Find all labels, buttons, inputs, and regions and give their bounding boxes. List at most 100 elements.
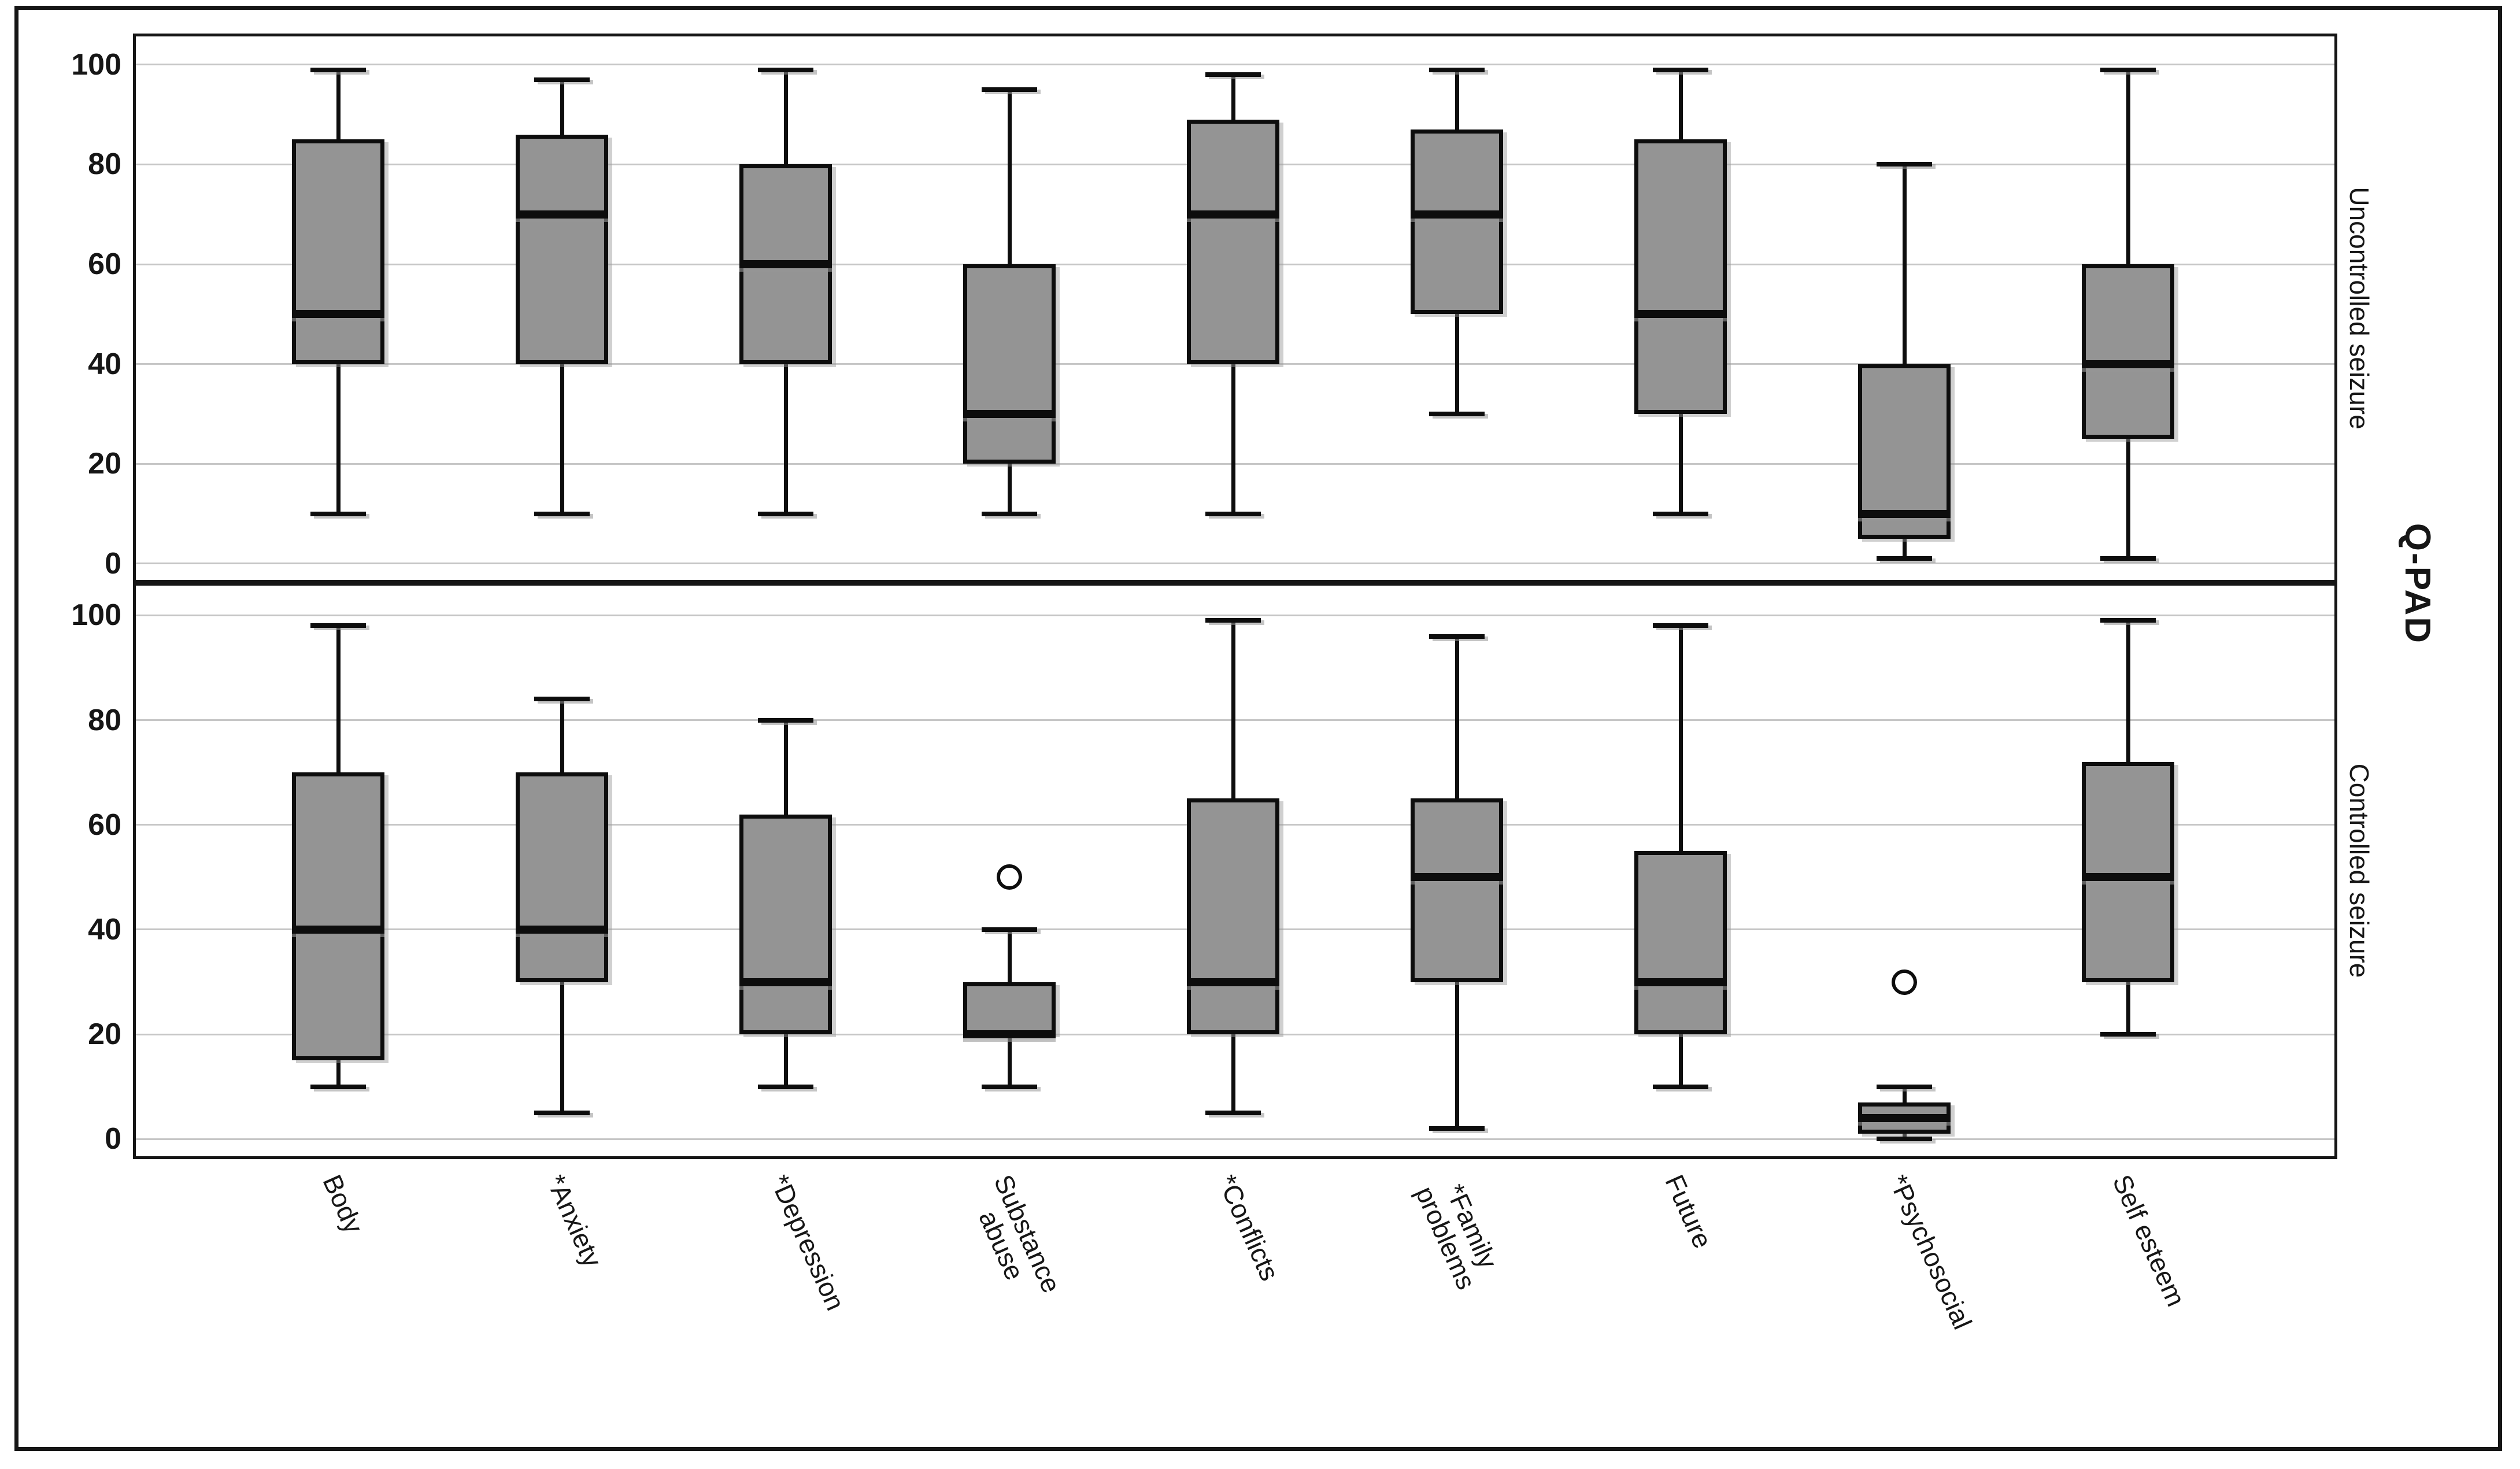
median-line	[963, 409, 1056, 418]
whisker-line	[1902, 164, 1907, 559]
figure-border	[14, 6, 2502, 1451]
median-line	[292, 310, 384, 319]
median-line	[2082, 360, 2174, 368]
whisker-cap	[310, 1084, 366, 1089]
whisker-cap	[982, 1084, 1037, 1089]
whisker-cap	[1429, 67, 1485, 72]
box-iqr	[516, 772, 608, 982]
whisker-cap	[1877, 1137, 1932, 1142]
median-line	[1187, 210, 1279, 219]
median-line	[1411, 210, 1503, 219]
y-axis-tick-label: 20	[88, 447, 121, 481]
whisker-cap	[1429, 634, 1485, 639]
y-axis-tick-label: 0	[105, 1122, 121, 1156]
median-line	[1187, 978, 1279, 986]
gridline	[136, 1138, 2334, 1140]
y-axis-tick-label: 100	[71, 598, 121, 632]
whisker-cap	[758, 67, 813, 72]
panel-label-uncontrolled-seizure: Uncontrolled seizure	[2344, 187, 2374, 430]
whisker-cap	[758, 717, 813, 723]
whisker-cap	[2100, 67, 2156, 72]
whisker-cap	[2100, 556, 2156, 561]
median-line	[1634, 978, 1727, 986]
whisker-cap	[2100, 618, 2156, 623]
median-line	[1858, 1114, 1951, 1123]
whisker-cap	[310, 623, 366, 628]
box-iqr	[1858, 364, 1951, 539]
box-iqr	[1411, 129, 1503, 314]
gridline	[136, 563, 2334, 565]
median-line	[1634, 310, 1727, 319]
whisker-cap	[758, 1084, 813, 1089]
box-iqr	[516, 134, 608, 364]
median-line	[2082, 873, 2174, 882]
whisker-cap	[1205, 1111, 1261, 1116]
whisker-cap	[982, 511, 1037, 516]
whisker-cap	[534, 511, 590, 516]
y-axis-tick-label: 60	[88, 808, 121, 842]
whisker-cap	[310, 67, 366, 72]
median-line	[739, 978, 832, 986]
y-axis-tick-label: 80	[88, 147, 121, 182]
median-line	[516, 210, 608, 219]
whisker-cap	[758, 511, 813, 516]
whisker-cap	[1429, 1126, 1485, 1131]
box-iqr	[1187, 798, 1279, 1035]
y-axis-tick-label: 0	[105, 546, 121, 580]
whisker-cap	[1205, 511, 1261, 516]
box-iqr	[1187, 119, 1279, 364]
gridline	[136, 1033, 2334, 1035]
whisker-cap	[1653, 623, 1708, 628]
gridline	[136, 614, 2334, 616]
whisker-cap	[534, 1111, 590, 1116]
outlier-point	[1892, 969, 1917, 995]
y-axis-tick-label: 40	[88, 347, 121, 381]
whisker-cap	[982, 87, 1037, 92]
gridline	[136, 719, 2334, 721]
median-line	[1858, 509, 1951, 518]
y-axis-tick-label: 20	[88, 1017, 121, 1052]
box-iqr	[963, 264, 1056, 464]
y-axis-tick-label: 100	[71, 47, 121, 82]
median-line	[292, 925, 384, 934]
box-iqr	[2082, 264, 2174, 439]
box-iqr	[1411, 798, 1503, 982]
whisker-cap	[982, 927, 1037, 932]
y-axis-tick-label: 80	[88, 703, 121, 737]
whisker-cap	[1653, 67, 1708, 72]
box-iqr	[739, 814, 832, 1035]
gridline	[136, 462, 2334, 465]
outlier-point	[997, 864, 1022, 890]
whisker-cap	[1877, 556, 1932, 561]
whisker-cap	[1877, 1084, 1932, 1089]
panel-label-controlled-seizure: Controlled seizure	[2344, 763, 2374, 978]
median-line	[516, 925, 608, 934]
y-axis-tick-label: 60	[88, 247, 121, 282]
panel-uncontrolled-seizure	[133, 34, 2337, 583]
whisker-cap	[1429, 411, 1485, 416]
whisker-cap	[310, 511, 366, 516]
gridline	[136, 64, 2334, 66]
whisker-cap	[1877, 162, 1932, 167]
box-iqr	[2082, 762, 2174, 982]
whisker-cap	[2100, 1032, 2156, 1037]
median-line	[1411, 873, 1503, 882]
whisker-cap	[1653, 1084, 1708, 1089]
right-axis-title: Q-PAD	[2397, 523, 2437, 645]
box-iqr	[292, 772, 384, 1061]
box-iqr	[963, 982, 1056, 1035]
whisker-cap	[534, 77, 590, 82]
median-line	[739, 260, 832, 269]
whisker-cap	[534, 697, 590, 702]
whisker-cap	[1653, 511, 1708, 516]
y-axis-tick-label: 40	[88, 912, 121, 946]
whisker-cap	[1205, 72, 1261, 77]
panel-controlled-seizure	[133, 583, 2337, 1159]
box-iqr	[292, 139, 384, 364]
median-line	[963, 1030, 1056, 1039]
box-iqr	[1634, 139, 1727, 414]
whisker-cap	[1205, 618, 1261, 623]
gridline	[136, 363, 2334, 365]
box-iqr	[1634, 851, 1727, 1035]
